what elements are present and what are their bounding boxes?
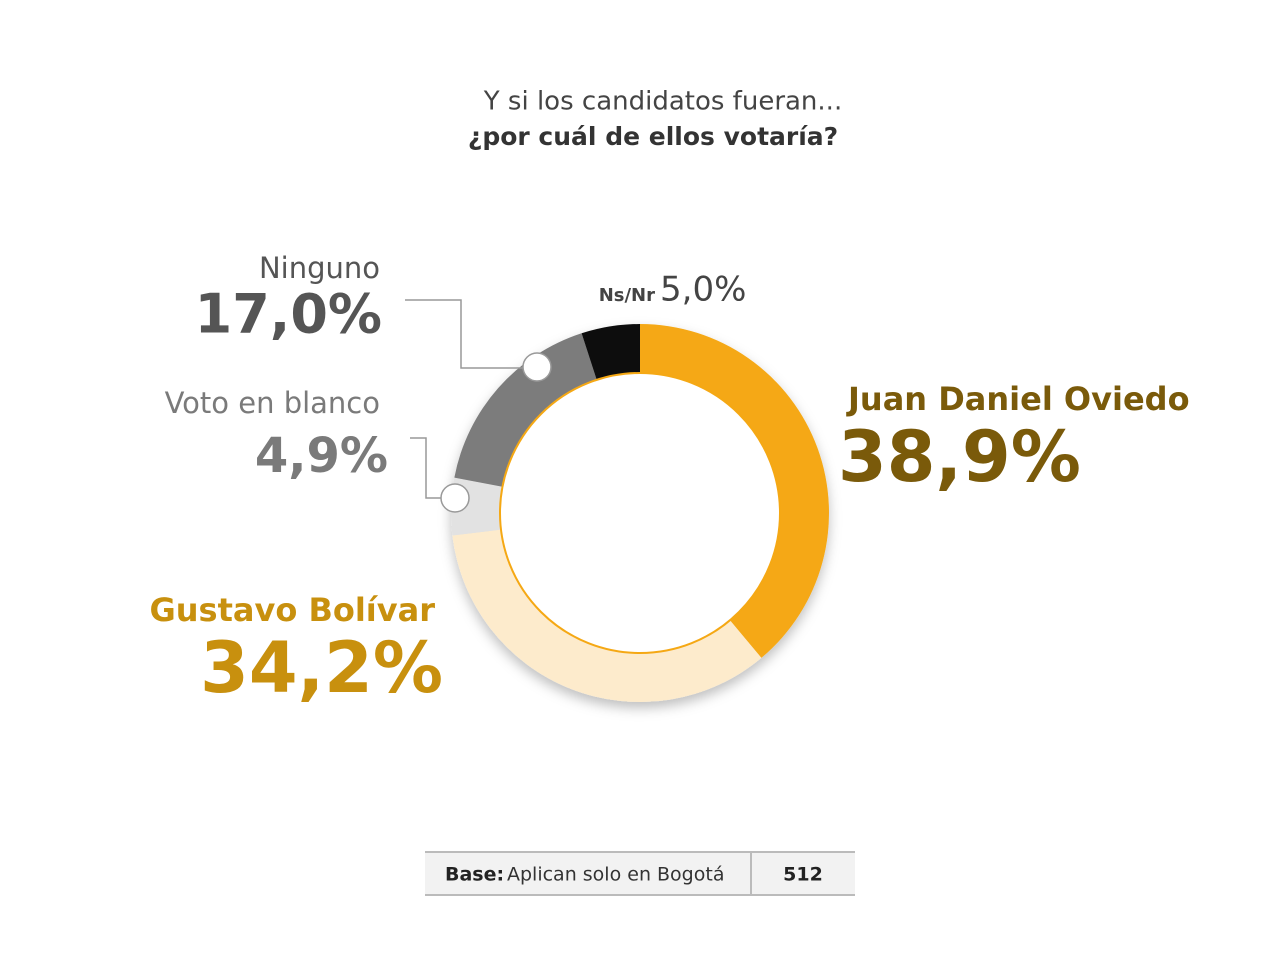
category-label: Voto en blanco — [165, 386, 380, 420]
value-label: 38,9% — [838, 416, 1081, 498]
slice — [640, 324, 829, 658]
leader-dot — [522, 352, 552, 382]
ring — [451, 324, 829, 702]
leader-dot — [440, 483, 470, 513]
chart-subtitle: ¿por cuál de ellos votaría? — [468, 122, 838, 151]
value-label: 17,0% — [195, 283, 382, 346]
leader-line — [405, 299, 537, 369]
hole — [499, 372, 781, 654]
category-label: Gustavo Bolívar — [149, 591, 435, 629]
category-label: Ninguno — [259, 251, 380, 285]
base-table: Base: Aplican solo en Bogotá 512 — [425, 851, 855, 896]
slice — [452, 529, 762, 702]
base-n: 512 — [783, 864, 823, 886]
table-bg — [425, 852, 855, 895]
category-label: Juan Daniel Oviedo — [846, 380, 1190, 418]
value-label: 4,9% — [255, 428, 388, 484]
base-label: Base: — [445, 864, 504, 886]
chart-title: Y si los candidatos fueran... — [483, 87, 842, 117]
category-label: Ns/Nr — [599, 285, 655, 306]
slice — [454, 333, 597, 487]
base-text: Aplican solo en Bogotá — [507, 864, 724, 886]
value-label: 5,0% — [660, 270, 746, 310]
slice — [581, 324, 640, 380]
value-label: 34,2% — [200, 627, 443, 709]
donut — [451, 324, 829, 702]
